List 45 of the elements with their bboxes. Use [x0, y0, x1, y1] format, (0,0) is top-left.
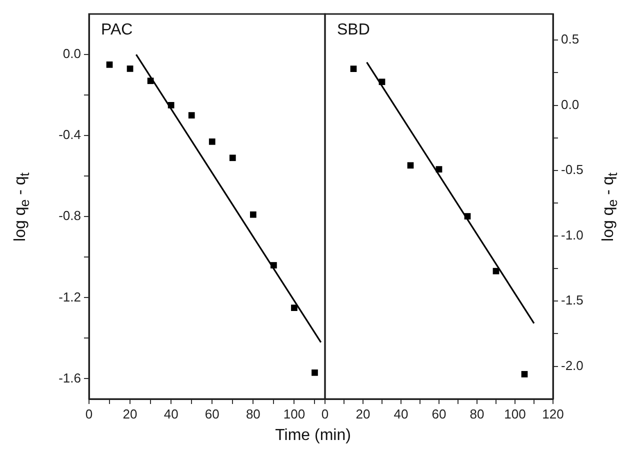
point — [350, 66, 357, 72]
x-tick-label: 0 — [85, 406, 93, 422]
annotation: PAC — [101, 21, 133, 38]
y-tick-label: -0.8 — [58, 208, 81, 224]
point — [168, 102, 174, 108]
point — [147, 78, 154, 84]
point — [378, 78, 386, 86]
x-tick-label: 100 — [504, 406, 526, 422]
x-tick-label: 40 — [394, 406, 408, 422]
point — [312, 369, 318, 376]
point — [126, 66, 134, 72]
x-tick-label: 120 — [542, 406, 564, 422]
y2-tick-label: 0.0 — [561, 96, 580, 112]
point — [188, 112, 195, 118]
x-tick-label: 40 — [164, 406, 178, 422]
y2-tick-label: -2.0 — [561, 358, 584, 373]
y-tick-label: -0.4 — [58, 127, 81, 142]
x-axis-title: Time (min) — [275, 427, 351, 445]
x-tick-label: 20 — [356, 406, 370, 422]
point — [250, 211, 256, 218]
point — [291, 304, 298, 311]
x-tick-label: 60 — [204, 406, 220, 422]
x-tick-label: 20 — [122, 406, 138, 422]
annotation: SBD — [337, 21, 370, 38]
point — [106, 61, 113, 68]
y2-tick-label: 0.5 — [561, 32, 580, 47]
point — [464, 213, 471, 220]
x-tick-label: 80 — [470, 406, 484, 422]
point — [208, 138, 216, 145]
y2-tick-label: -1.0 — [561, 227, 584, 242]
x-tick-label: 60 — [432, 406, 446, 422]
y2-tick-label: -1.5 — [561, 292, 584, 308]
y2-tick-label: -0.5 — [561, 162, 584, 178]
y-tick-label: -1.6 — [58, 370, 81, 386]
x-tick-label: 80 — [246, 406, 260, 422]
y-tick-label: -1.2 — [58, 289, 81, 304]
point — [521, 371, 528, 378]
point — [229, 154, 236, 162]
point — [436, 166, 442, 172]
y-tick-label: 0.0 — [62, 46, 81, 62]
x-tick-label: 0 — [321, 406, 329, 422]
point — [270, 262, 277, 268]
x-tick-label: 100 — [283, 406, 306, 422]
point — [492, 268, 500, 274]
point — [407, 162, 414, 169]
